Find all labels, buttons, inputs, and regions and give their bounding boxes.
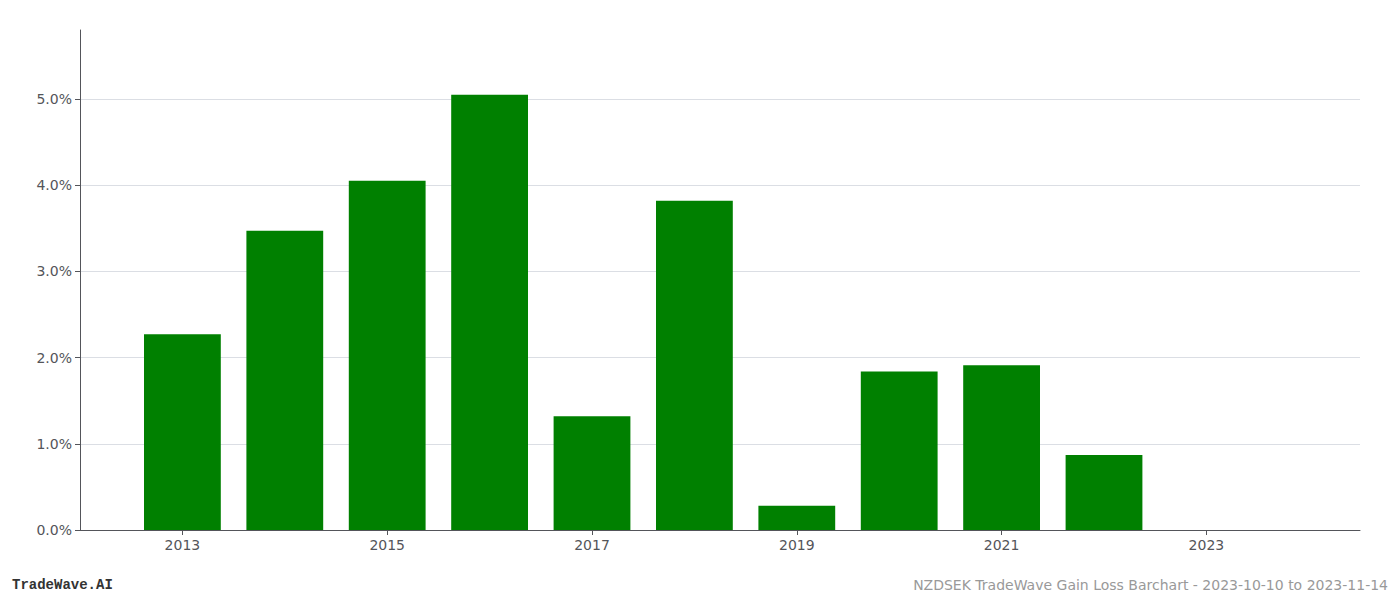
svg-text:5.0%: 5.0%	[36, 91, 72, 107]
svg-text:2013: 2013	[165, 537, 201, 553]
svg-text:1.0%: 1.0%	[36, 436, 72, 452]
svg-text:2021: 2021	[984, 537, 1020, 553]
svg-text:2023: 2023	[1189, 537, 1225, 553]
svg-text:3.0%: 3.0%	[36, 263, 72, 279]
svg-text:2017: 2017	[574, 537, 610, 553]
svg-text:TradeWave.AI: TradeWave.AI	[12, 577, 113, 593]
svg-text:NZDSEK TradeWave Gain Loss Bar: NZDSEK TradeWave Gain Loss Barchart - 20…	[913, 577, 1388, 593]
svg-text:2015: 2015	[369, 537, 405, 553]
svg-text:4.0%: 4.0%	[36, 177, 72, 193]
svg-text:2.0%: 2.0%	[36, 350, 72, 366]
svg-text:2019: 2019	[779, 537, 815, 553]
svg-text:0.0%: 0.0%	[36, 522, 72, 538]
